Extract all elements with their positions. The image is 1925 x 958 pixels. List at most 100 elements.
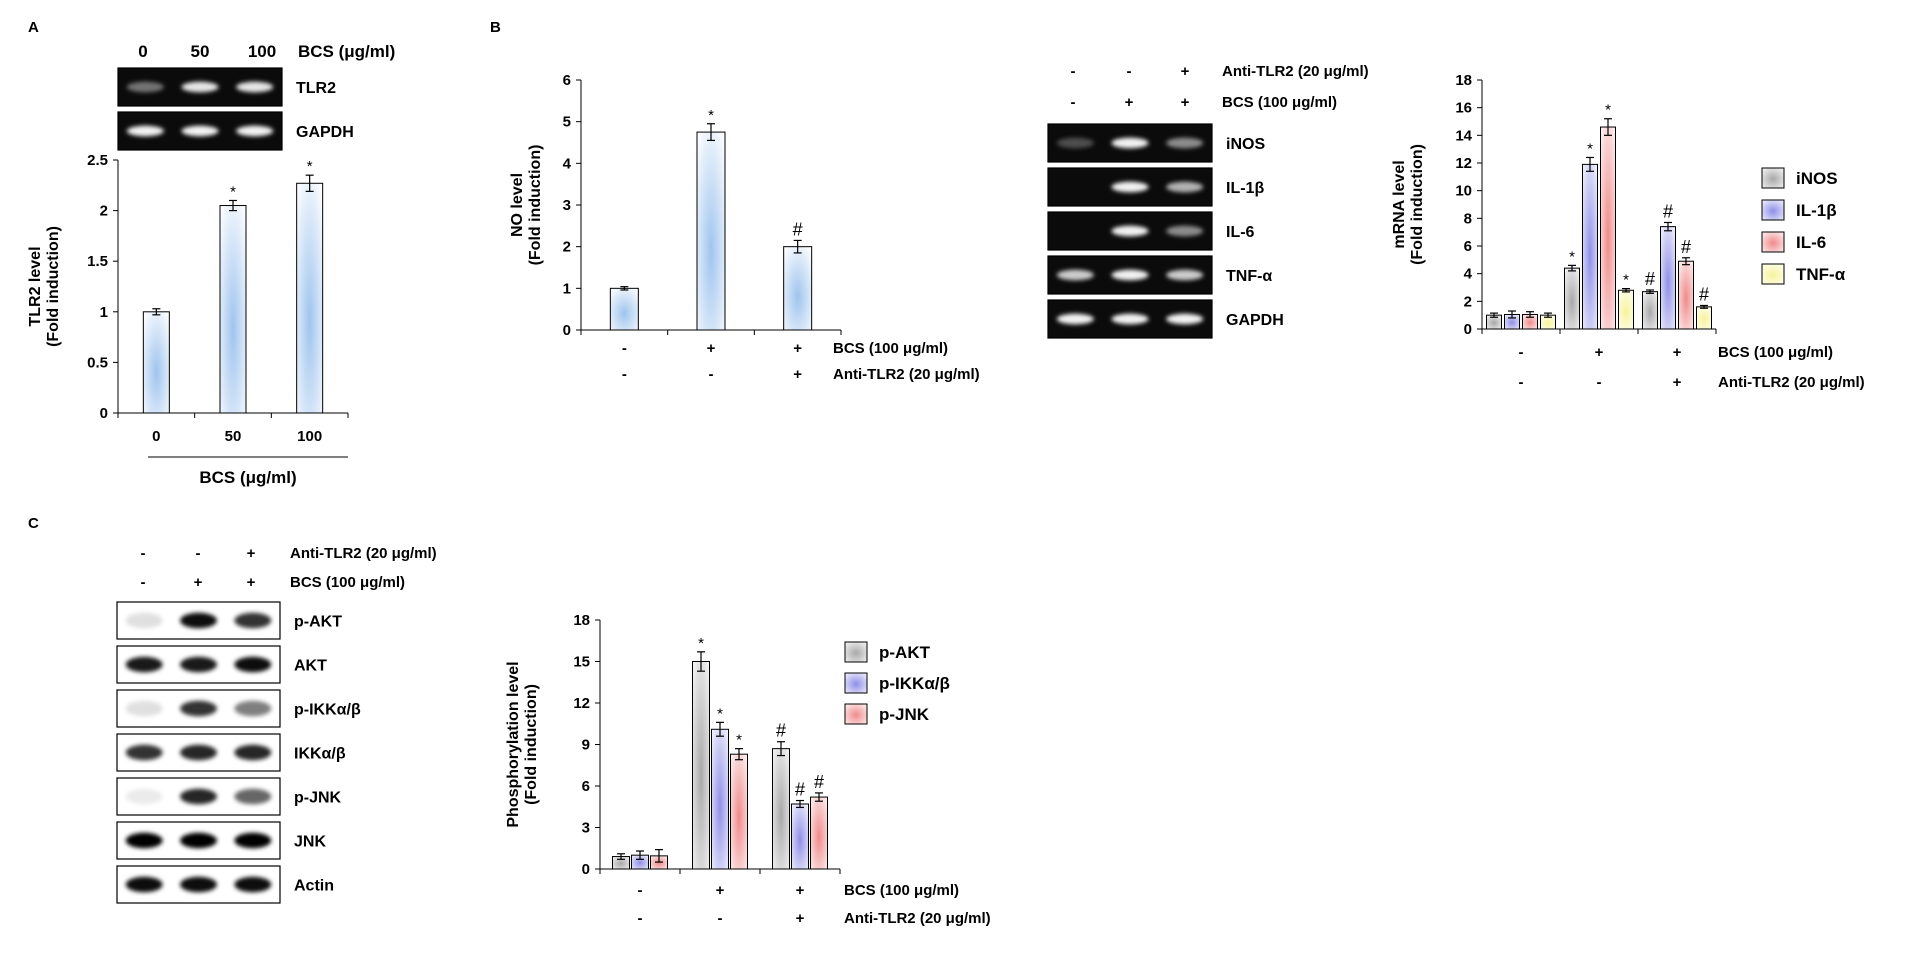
y-tick-label: 3 [563,197,571,214]
blot-band-gapdh [236,125,274,137]
blot-label: IKKα/β [294,746,346,763]
bar-value [296,182,324,414]
bar-inos [1564,267,1580,330]
y-tick-label: 6 [582,778,590,795]
blot-label: IL-6 [1226,224,1255,241]
x-axis-label: BCS (μg/ml) [199,468,296,487]
significance-hash: # [793,219,803,239]
y-tick-label: 2 [1464,293,1472,310]
y-axis-label-line: (Fold induction) [1409,144,1426,265]
blot-label: p-AKT [294,614,342,631]
significance-hash: # [1681,237,1691,257]
blot-band-il-1- [1166,181,1204,193]
blot-band-ikk- [180,744,217,761]
significance-star: * [1569,248,1575,265]
bar-tnf- [1618,289,1634,330]
x-tick-label: 100 [297,428,322,445]
blot-band-p-ikk- [180,700,217,717]
blot-band-p-jnk [234,788,272,805]
blot-band-jnk [180,832,217,849]
y-axis-label-line: (Fold induction) [523,684,540,805]
y-tick-label: 12 [1455,155,1472,172]
y-tick-label: 4 [1464,266,1473,283]
y-axis-label-line: TLR2 level [27,246,44,326]
bar-il-1- [1582,163,1598,330]
chart-a-tlr2: 0 0.5 1 1.5 2 2.5 TLR2 level(Fold induction) * *… [27,152,349,487]
treatment-label: Anti-TLR2 (20 μg/ml) [1222,63,1369,80]
blot-label: GAPDH [296,124,354,141]
treatment-sign: + [796,882,805,899]
y-tick-label: 2 [100,203,108,220]
bar-value [142,311,170,414]
y-tick-label: 1 [100,304,108,321]
treatment-label: BCS (100 μg/ml) [290,574,405,591]
treatment-sign: - [141,574,146,591]
legend-label: TNF-α [1796,265,1846,284]
blot-band-tnf- [1166,269,1204,281]
treatment-sign: - [709,366,714,383]
bar-p-ikk- [711,728,729,870]
y-tick-label: 3 [582,820,590,837]
blot-band-p-akt [125,612,163,629]
blot-band-tlr2 [126,81,164,93]
blot-band-il-1- [1111,181,1149,193]
y-tick-label: 12 [573,695,590,712]
treatment-sign: + [1595,344,1604,361]
y-tick-label: 1.5 [87,253,108,270]
y-tick-label: 0.5 [87,354,108,371]
blot-band-tlr2 [181,81,219,93]
treatment-label: BCS (100 μg/ml) [1718,344,1833,361]
y-tick-label: 0 [582,861,590,878]
y-tick-label: 10 [1455,183,1472,200]
blot-band-actin [180,876,217,893]
bar-value [783,246,813,331]
significance-star: * [736,732,742,749]
y-tick-label: 2 [563,239,571,256]
y-tick-label: 9 [582,737,590,754]
bar-value [219,205,247,414]
y-tick-label: 0 [100,405,108,422]
blot-a: 0 50 100 BCS (μg/ml) TLR2 GAPDH [117,42,395,151]
panel-label-a: A [28,19,39,36]
y-axis-label-line: NO level [509,173,526,237]
chart-c-phospho: 0 3 6 9 12 15 18 Phosphorylation level(Fold ind… [505,612,991,927]
bar-tnf- [1696,306,1712,330]
treatment-label: Anti-TLR2 (20 μg/ml) [1718,374,1865,391]
treatment-label: Anti-TLR2 (20 μg/ml) [290,545,437,562]
y-tick-label: 4 [563,155,572,172]
y-axis-label-line: (Fold induction) [527,145,544,266]
lane-label: 0 [138,42,147,61]
y-tick-label: 18 [1455,72,1472,89]
y-tick-label: 8 [1464,210,1472,227]
treatment-sign: + [716,882,725,899]
significance-star: * [307,158,313,175]
blot-band-inos [1056,137,1094,149]
significance-star: * [698,635,704,652]
blot-band-gapdh [1166,313,1204,325]
y-axis-label-line: Phosphorylation level [505,661,522,827]
significance-star: * [1587,140,1593,157]
legend-label: p-JNK [879,705,930,724]
y-axis-label-line: mRNA level [1391,160,1408,248]
significance-star: * [708,107,714,124]
blot-band-ikk- [125,744,163,761]
blot-band-tnf- [1056,269,1094,281]
y-tick-label: 2.5 [87,152,108,169]
blot-label: TNF-α [1226,268,1272,285]
treatment-sign: + [707,340,716,357]
blot-label: IL-1β [1226,180,1264,197]
y-tick-label: 18 [573,612,590,629]
blot-band-ikk- [234,744,272,761]
blot-band-akt [180,656,217,673]
bar-value [609,287,639,331]
blot-label: p-IKKα/β [294,702,361,719]
blot-band-inos [1166,137,1204,149]
legend-swatch-p-jnk [844,703,868,725]
treatment-sign: - [622,340,627,357]
treatment-sign: - [638,910,643,927]
lanes-title: BCS (μg/ml) [298,42,395,61]
blot-band-p-ikk- [234,700,272,717]
significance-star: * [1623,272,1629,289]
treatment-sign: - [1127,63,1132,80]
treatment-sign: + [796,910,805,927]
